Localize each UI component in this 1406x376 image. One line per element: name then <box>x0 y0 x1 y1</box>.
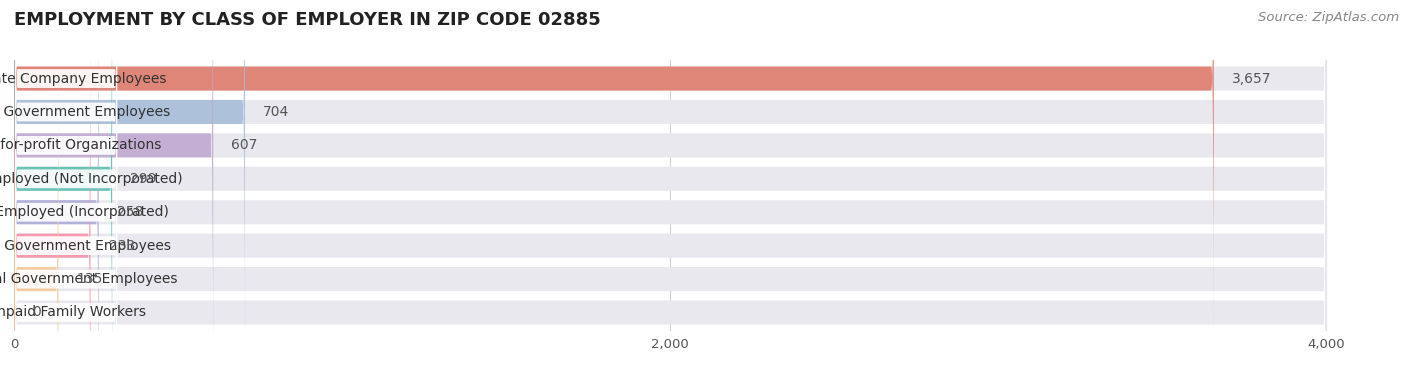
FancyBboxPatch shape <box>15 55 117 376</box>
Text: 135: 135 <box>76 272 103 286</box>
Text: Federal Government Employees: Federal Government Employees <box>0 272 177 286</box>
FancyBboxPatch shape <box>14 0 245 367</box>
FancyBboxPatch shape <box>14 0 98 376</box>
Text: Local Government Employees: Local Government Employees <box>0 105 170 119</box>
FancyBboxPatch shape <box>14 0 1326 376</box>
FancyBboxPatch shape <box>15 0 117 337</box>
FancyBboxPatch shape <box>14 24 1326 376</box>
FancyBboxPatch shape <box>14 24 59 376</box>
Text: 3,657: 3,657 <box>1232 71 1271 86</box>
FancyBboxPatch shape <box>15 21 117 376</box>
Text: State Government Employees: State Government Employees <box>0 239 170 253</box>
FancyBboxPatch shape <box>14 57 1326 376</box>
Text: 704: 704 <box>263 105 290 119</box>
FancyBboxPatch shape <box>14 0 90 376</box>
Text: 233: 233 <box>108 239 135 253</box>
FancyBboxPatch shape <box>14 0 1326 376</box>
Text: Unpaid Family Workers: Unpaid Family Workers <box>0 305 146 320</box>
FancyBboxPatch shape <box>15 88 117 376</box>
FancyBboxPatch shape <box>14 0 1326 334</box>
Text: EMPLOYMENT BY CLASS OF EMPLOYER IN ZIP CODE 02885: EMPLOYMENT BY CLASS OF EMPLOYER IN ZIP C… <box>14 11 600 29</box>
FancyBboxPatch shape <box>14 0 1326 367</box>
FancyBboxPatch shape <box>14 0 214 376</box>
Text: 258: 258 <box>117 205 143 219</box>
FancyBboxPatch shape <box>14 0 1213 334</box>
FancyBboxPatch shape <box>14 0 1326 376</box>
Text: Private Company Employees: Private Company Employees <box>0 71 166 86</box>
FancyBboxPatch shape <box>15 121 117 376</box>
FancyBboxPatch shape <box>15 0 117 270</box>
Text: 607: 607 <box>231 138 257 152</box>
FancyBboxPatch shape <box>14 0 112 376</box>
FancyBboxPatch shape <box>15 0 117 303</box>
Text: Self-Employed (Incorporated): Self-Employed (Incorporated) <box>0 205 169 219</box>
Text: 0: 0 <box>32 305 41 320</box>
Text: Source: ZipAtlas.com: Source: ZipAtlas.com <box>1258 11 1399 24</box>
Text: Self-Employed (Not Incorporated): Self-Employed (Not Incorporated) <box>0 172 183 186</box>
FancyBboxPatch shape <box>15 0 117 370</box>
Text: Not-for-profit Organizations: Not-for-profit Organizations <box>0 138 162 152</box>
Text: 299: 299 <box>131 172 156 186</box>
FancyBboxPatch shape <box>14 0 1326 376</box>
